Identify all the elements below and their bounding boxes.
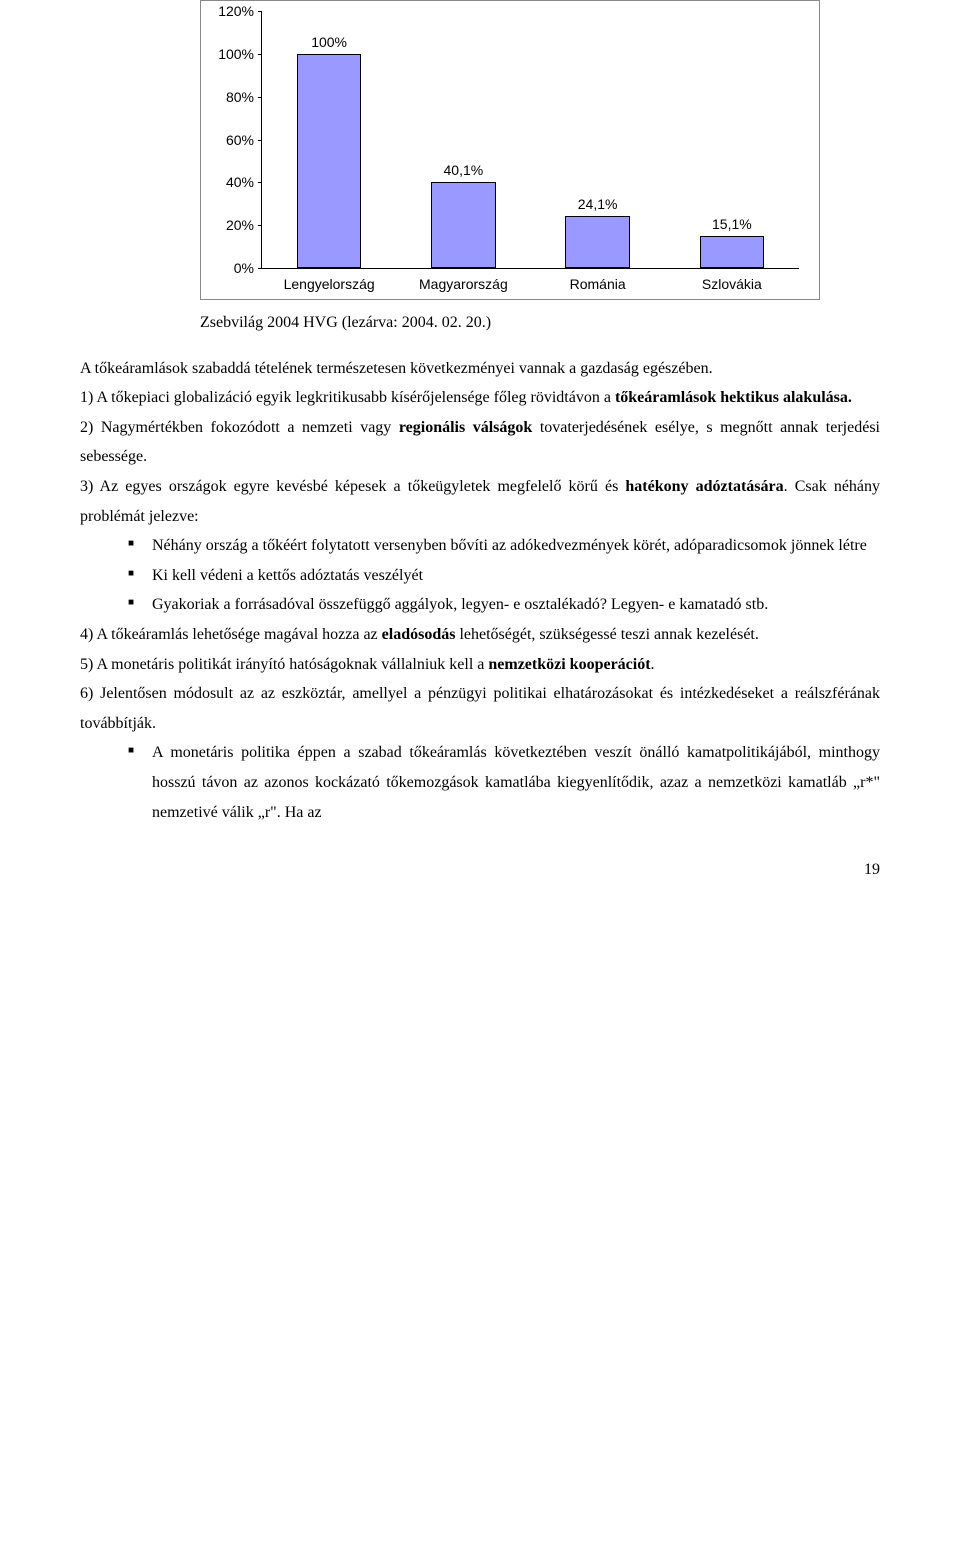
bar-value-label: 15,1% (701, 217, 763, 232)
text: 1) A tőkepiaci globalizáció egyik legkri… (80, 389, 615, 406)
bold-text: tőkeáramlások hektikus alakulása. (615, 389, 852, 406)
text: lehetőségét, szükségessé teszi annak kez… (455, 626, 758, 643)
y-axis-tick-label: 20% (210, 218, 254, 232)
paragraph-4: 4) A tőkeáramlás lehetősége magával hozz… (80, 620, 880, 650)
x-axis-category-label: Románia (570, 277, 626, 292)
list-item: Néhány ország a tőkéért folytatott verse… (128, 531, 880, 561)
chart-bar: 15,1% (700, 236, 764, 268)
bold-text: eladósodás (382, 626, 456, 643)
text: . (651, 656, 655, 673)
bullet-list-1: Néhány ország a tőkéért folytatott verse… (128, 531, 880, 620)
paragraph-6: 6) Jelentősen módosult az az eszköztár, … (80, 679, 880, 738)
bold-text: hatékony adóztatására (625, 478, 783, 495)
list-item: Ki kell védeni a kettős adóztatás veszél… (128, 561, 880, 591)
paragraph-1: 1) A tőkepiaci globalizáció egyik legkri… (80, 383, 880, 413)
paragraph-3: 3) Az egyes országok egyre kevésbé képes… (80, 472, 880, 531)
page-number: 19 (80, 855, 880, 885)
chart-bar: 40,1% (431, 182, 495, 268)
paragraph-intro: A tőkeáramlások szabaddá tételének termé… (80, 354, 880, 384)
y-axis-tick-label: 100% (210, 47, 254, 61)
text: 3) Az egyes országok egyre kevésbé képes… (80, 478, 625, 495)
y-axis-tick-label: 40% (210, 175, 254, 189)
y-axis-tick-label: 120% (210, 4, 254, 18)
bar-value-label: 100% (298, 35, 360, 50)
text: 5) A monetáris politikát irányító hatósá… (80, 656, 488, 673)
chart-bar: 24,1% (565, 216, 629, 268)
y-axis-tick-label: 0% (210, 261, 254, 275)
list-item: A monetáris politika éppen a szabad tőke… (128, 738, 880, 827)
chart-caption: Zsebvilág 2004 HVG (lezárva: 2004. 02. 2… (200, 308, 880, 338)
text: 2) Nagymértékben fokozódott a nemzeti va… (80, 419, 399, 436)
text: 4) A tőkeáramlás lehetősége magával hozz… (80, 626, 382, 643)
paragraph-5: 5) A monetáris politikát irányító hatósá… (80, 650, 880, 680)
x-axis-category-label: Lengyelország (284, 277, 375, 292)
bar-chart: 0% 20% 40% 60% 80% 100% 120% 100% Lengyelország 4… (200, 0, 820, 300)
x-axis-category-label: Magyarország (419, 277, 508, 292)
y-axis-tick-label: 80% (210, 90, 254, 104)
bold-text: nemzetközi kooperációt (488, 656, 650, 673)
bold-text: regionális válságok (399, 419, 532, 436)
bullet-list-2: A monetáris politika éppen a szabad tőke… (128, 738, 880, 827)
x-axis-category-label: Szlovákia (702, 277, 762, 292)
paragraph-2: 2) Nagymértékben fokozódott a nemzeti va… (80, 413, 880, 472)
bar-value-label: 40,1% (432, 163, 494, 178)
bar-value-label: 24,1% (566, 197, 628, 212)
chart-plot-area: 0%20%40%60%80%100%120%100%Lengyelország4… (261, 11, 799, 269)
y-axis-tick-label: 60% (210, 133, 254, 147)
list-item: Gyakoriak a forrásadóval összefüggő aggá… (128, 590, 880, 620)
chart-bar: 100% (297, 54, 361, 268)
